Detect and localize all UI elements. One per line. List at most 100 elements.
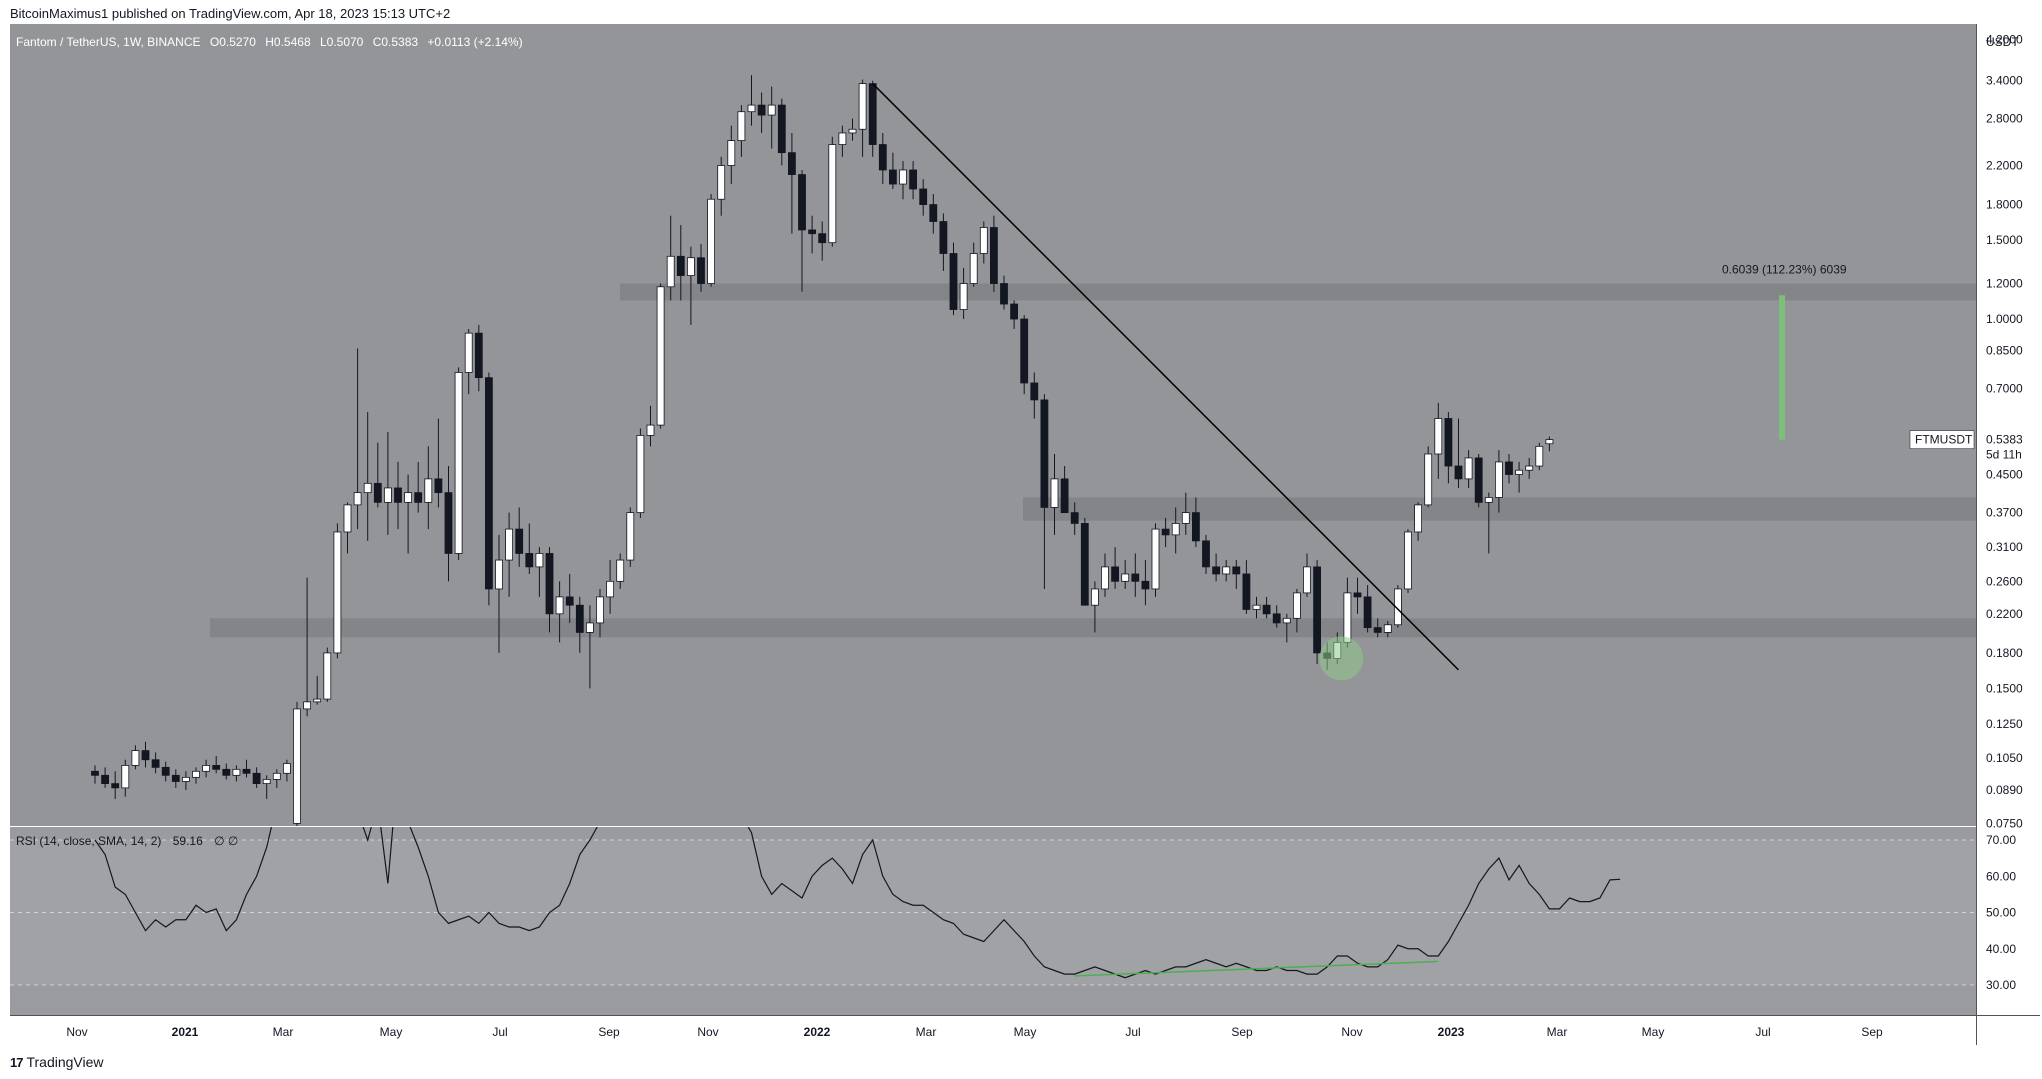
time-axis-label: Sep bbox=[1231, 1025, 1253, 1039]
ticker-badge: FTMUSDT bbox=[1915, 433, 1973, 447]
countdown-label: 5d 11h bbox=[1986, 448, 2022, 462]
candle bbox=[777, 98, 786, 166]
candle bbox=[141, 741, 150, 768]
candle bbox=[1080, 517, 1089, 606]
price-axis-tick: 0.3100 bbox=[1986, 540, 2023, 554]
price-axis-tick: 0.1050 bbox=[1986, 751, 2023, 765]
candle bbox=[1151, 523, 1160, 597]
candle bbox=[464, 329, 473, 395]
price-axis-tick: 0.0890 bbox=[1986, 783, 2023, 797]
price-axis-tick: 0.2200 bbox=[1986, 607, 2023, 621]
rsi-axis-tick: 60.00 bbox=[1986, 869, 2016, 883]
candle bbox=[1050, 453, 1059, 535]
time-axis-label: May bbox=[1642, 1025, 1665, 1039]
time-axis-label: Mar bbox=[1547, 1025, 1568, 1039]
price-axis-tick: 0.1800 bbox=[1986, 646, 2023, 660]
candle bbox=[616, 553, 625, 589]
candle bbox=[252, 767, 261, 788]
candle bbox=[474, 324, 483, 392]
tradingview-logo-icon: 17 bbox=[10, 1054, 24, 1070]
time-axis-label: Nov bbox=[1341, 1025, 1362, 1039]
candle bbox=[414, 461, 423, 513]
candle bbox=[606, 560, 614, 614]
descending-trendline[interactable] bbox=[872, 83, 1460, 671]
candle bbox=[1232, 560, 1241, 589]
candle bbox=[101, 767, 109, 788]
price-axis-tick: 0.0750 bbox=[1986, 816, 2023, 830]
bullish-divergence-line[interactable] bbox=[1074, 960, 1439, 977]
candle bbox=[929, 194, 938, 234]
candle bbox=[1404, 529, 1412, 593]
last-price-marker: FTMUSDT 0.5383 5d 11h bbox=[1909, 430, 2026, 465]
candle bbox=[434, 418, 443, 508]
candle bbox=[1111, 547, 1119, 589]
support-resistance-zone bbox=[210, 618, 1976, 638]
candle bbox=[343, 502, 352, 554]
candle bbox=[272, 769, 281, 788]
candle bbox=[838, 125, 847, 157]
price-axis-tick: 2.8000 bbox=[1986, 112, 2023, 126]
candle bbox=[353, 348, 362, 530]
candle bbox=[656, 283, 665, 429]
candle bbox=[282, 759, 291, 782]
time-axis-label: Jul bbox=[1125, 1025, 1140, 1039]
candle bbox=[596, 588, 604, 638]
candle bbox=[959, 267, 968, 320]
candle bbox=[293, 701, 301, 826]
candle bbox=[1444, 412, 1453, 484]
candle bbox=[687, 246, 695, 325]
candle bbox=[1030, 372, 1039, 419]
rsi-axis-tick: 40.00 bbox=[1986, 942, 2016, 956]
candle bbox=[313, 675, 322, 705]
price-axis-tick: 1.5000 bbox=[1986, 233, 2023, 247]
candle bbox=[1040, 394, 1049, 589]
price-axis-tick: 0.1250 bbox=[1986, 717, 2023, 731]
rsi-legend: RSI (14, close, SMA, 14, 2) 59.16 ∅ ∅ bbox=[16, 834, 238, 848]
candle bbox=[1495, 450, 1503, 513]
candle bbox=[1484, 492, 1493, 554]
candle bbox=[111, 771, 120, 800]
candle bbox=[939, 213, 948, 271]
tradingview-footer[interactable]: 17 TradingView bbox=[10, 1054, 104, 1070]
candle bbox=[121, 759, 130, 797]
rsi-axis-tick: 70.00 bbox=[1986, 833, 2016, 847]
time-axis-label: Jul bbox=[1755, 1025, 1770, 1039]
price-axis-tick: 1.0000 bbox=[1986, 312, 2023, 326]
candle bbox=[262, 775, 271, 800]
candle bbox=[666, 215, 675, 301]
time-axis-label: Sep bbox=[1861, 1025, 1883, 1039]
price-axis-tick: 0.7000 bbox=[1986, 381, 2023, 395]
time-axis-label: Jul bbox=[492, 1025, 507, 1039]
candle bbox=[1454, 418, 1463, 488]
candle bbox=[707, 194, 715, 287]
candle bbox=[808, 215, 816, 254]
bottom-highlight-circle bbox=[1319, 636, 1364, 681]
candle bbox=[212, 756, 221, 774]
symbol-title: Fantom / TetherUS, 1W, BINANCE O0.5270 H… bbox=[16, 35, 523, 49]
candle bbox=[1293, 588, 1301, 633]
time-axis-label: Nov bbox=[66, 1025, 87, 1039]
candle bbox=[373, 442, 382, 508]
candle bbox=[202, 759, 211, 778]
candle bbox=[394, 461, 402, 530]
candle bbox=[889, 152, 897, 189]
candle bbox=[444, 466, 453, 582]
candle bbox=[1060, 466, 1069, 514]
price-axis-tick: 2.2000 bbox=[1986, 158, 2023, 172]
candle bbox=[919, 179, 928, 216]
candle bbox=[990, 215, 998, 292]
candle bbox=[1262, 596, 1271, 619]
candle bbox=[1353, 577, 1362, 614]
candle bbox=[586, 605, 594, 689]
candle bbox=[1434, 402, 1443, 479]
time-axis-label: Nov bbox=[697, 1025, 718, 1039]
candle bbox=[979, 221, 988, 264]
candle bbox=[848, 118, 857, 141]
price-axis-tick: 4.2000 bbox=[1986, 33, 2023, 47]
candle bbox=[878, 132, 887, 185]
candle bbox=[1131, 553, 1140, 597]
candle bbox=[697, 244, 705, 292]
candle bbox=[1535, 442, 1544, 471]
candle bbox=[1070, 502, 1079, 535]
